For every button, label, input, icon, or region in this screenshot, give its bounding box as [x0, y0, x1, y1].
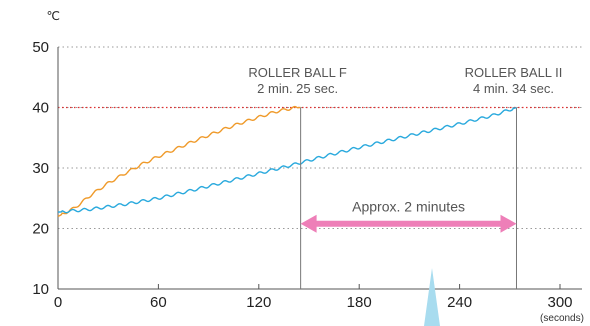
x-tick-label-0: 0 — [54, 294, 62, 311]
annotation-time-1: 4 min. 34 sec. — [473, 81, 554, 96]
y-tick-label-10: 10 — [32, 281, 49, 298]
annotation-title-0: ROLLER BALL F — [248, 65, 347, 80]
x-tick-label-180: 180 — [347, 294, 372, 311]
bracket-group: Approx. 2 minutes — [300, 199, 517, 233]
bracket-arrow — [300, 214, 517, 233]
annotation-time-0: 2 min. 25 sec. — [257, 81, 338, 96]
annotations: ROLLER BALL F2 min. 25 sec. ROLLER BALL I… — [248, 65, 562, 289]
x-tick-label-300: 300 — [547, 294, 572, 311]
series-line-0 — [57, 105, 301, 218]
y-tick-label-30: 30 — [32, 160, 49, 177]
x-axis-unit: (seconds) — [540, 313, 584, 324]
series-group — [57, 105, 517, 218]
y-axis-unit: ℃ — [47, 9, 60, 23]
x-tick-label-120: 120 — [246, 294, 271, 311]
bracket-label: Approx. 2 minutes — [352, 199, 465, 215]
x-tick-label-60: 60 — [150, 294, 167, 311]
y-tick-label-20: 20 — [32, 221, 49, 238]
axes: 10 20 30 40 50 0 60 120 180 240 300 — [32, 39, 582, 311]
y-tick-label-40: 40 — [32, 100, 49, 117]
x-tick-label-240: 240 — [447, 294, 472, 311]
series-line-1 — [57, 106, 517, 214]
decor — [424, 268, 440, 326]
pointer-triangle — [424, 268, 440, 326]
annotation-title-1: ROLLER BALL II — [465, 65, 563, 80]
y-tick-label-50: 50 — [32, 39, 49, 56]
